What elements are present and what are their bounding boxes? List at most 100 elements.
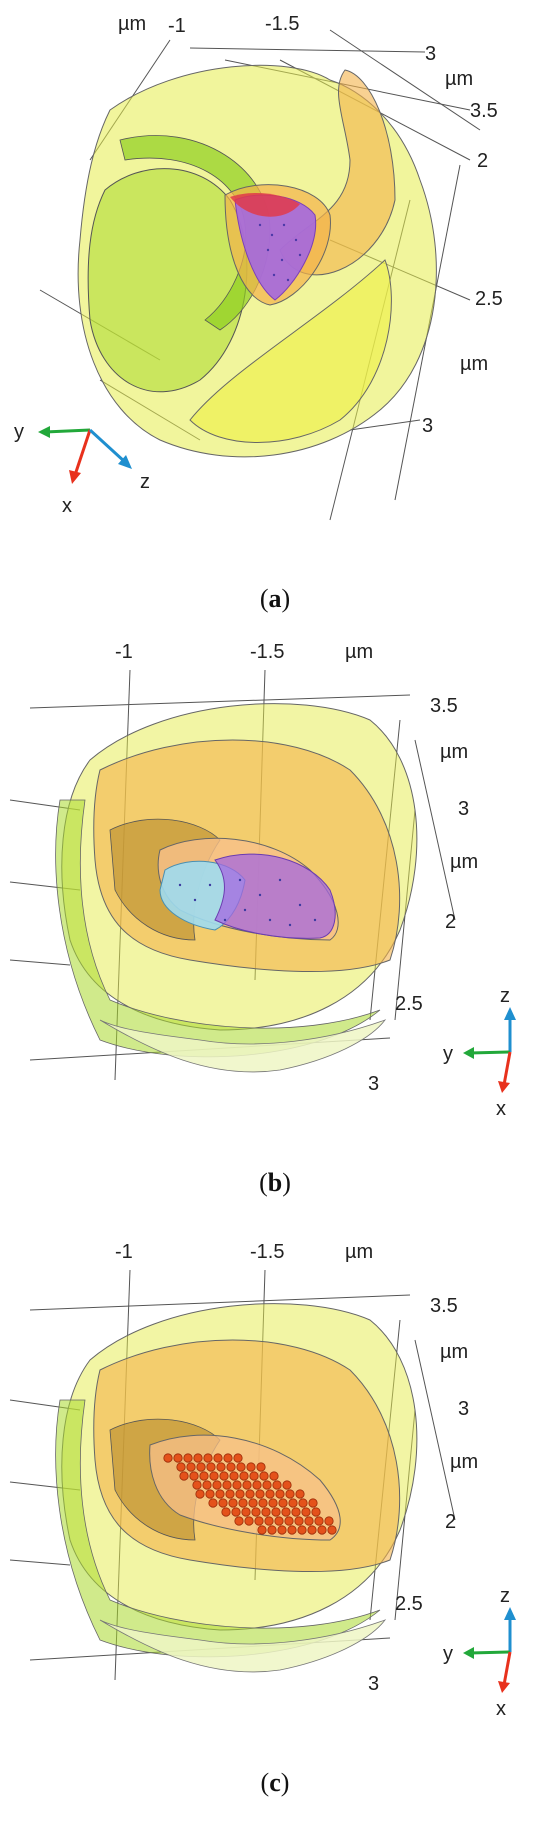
particle (186, 1462, 196, 1472)
particle (252, 1480, 262, 1490)
axis-label-z: z (500, 985, 510, 1007)
particle (265, 1489, 275, 1499)
purple-core (214, 853, 336, 939)
tick-label: -1 (168, 15, 186, 37)
axis-triad: z y x (443, 985, 516, 1120)
particle (272, 1480, 282, 1490)
tick-label: 3 (368, 1073, 379, 1095)
particle (264, 1516, 274, 1526)
particle (317, 1525, 327, 1535)
unit-label: µm (118, 13, 146, 35)
particle (314, 1516, 324, 1526)
mesh-dots (178, 878, 317, 927)
particle (294, 1516, 304, 1526)
panel-caption: (c) (260, 1768, 290, 1797)
particle (259, 1471, 269, 1481)
particle (287, 1525, 297, 1535)
unit-label: µm (440, 741, 468, 763)
particle (268, 1498, 278, 1508)
unit-label: µm (450, 851, 478, 873)
unit-label: µm (450, 1451, 478, 1473)
tick-label: 2 (445, 1511, 456, 1533)
axis-label-x: x (496, 1098, 506, 1120)
panel-c-figure: -1 -1.5 3.5 3 2 2.5 3 µm µm µm z y x (9, 1241, 516, 1720)
particle (245, 1489, 255, 1499)
panel-caption: (a) (259, 584, 291, 613)
green-lobe (87, 168, 248, 393)
tick-label: 3 (368, 1673, 379, 1695)
particle (241, 1507, 251, 1517)
particle (249, 1471, 259, 1481)
tick-label: 3.5 (470, 100, 498, 122)
tick-label: 2.5 (395, 1593, 423, 1615)
particle (267, 1525, 277, 1535)
particle (223, 1453, 233, 1463)
particle (324, 1516, 334, 1526)
yellow-tongue (189, 259, 392, 443)
particle (233, 1453, 243, 1463)
particle (308, 1498, 318, 1508)
particle (212, 1480, 222, 1490)
panel-b-figure: -1 -1.5 3.5 3 2 2.5 3 µm µm µm z y x (9, 641, 516, 1120)
particle (275, 1489, 285, 1499)
green-band (119, 135, 271, 331)
tick-label: 3.5 (430, 695, 458, 717)
particle (226, 1462, 236, 1472)
particle (304, 1516, 314, 1526)
particle (173, 1453, 183, 1463)
tick-label: 3 (422, 415, 433, 437)
particle (254, 1516, 264, 1526)
particle (202, 1480, 212, 1490)
unit-label: µm (460, 353, 488, 375)
tick-label: 2.5 (395, 993, 423, 1015)
particle (236, 1462, 246, 1472)
particle (238, 1498, 248, 1508)
particle (258, 1498, 268, 1508)
tick-label: 3 (458, 798, 469, 820)
particle (282, 1480, 292, 1490)
particle (205, 1489, 215, 1499)
particle (213, 1453, 223, 1463)
particle (179, 1471, 189, 1481)
unit-label: µm (440, 1341, 468, 1363)
particle (183, 1453, 193, 1463)
particle (234, 1516, 244, 1526)
particle (255, 1489, 265, 1499)
particle (297, 1525, 307, 1535)
axis-label-y: y (443, 1643, 453, 1665)
particle (298, 1498, 308, 1508)
particle (195, 1489, 205, 1499)
axis-label-z: z (140, 471, 150, 493)
particle (248, 1498, 258, 1508)
particle (206, 1462, 216, 1472)
green-side (55, 1399, 381, 1658)
particle (285, 1489, 295, 1499)
lower-pale-lobe (99, 1619, 387, 1673)
axis-label-y: y (14, 421, 24, 443)
particle (215, 1489, 225, 1499)
particle (256, 1462, 266, 1472)
particle (235, 1489, 245, 1499)
tick-label: 2.5 (475, 288, 503, 310)
particle (222, 1480, 232, 1490)
tick-label: -1 (115, 1241, 133, 1263)
tick-label: 3.5 (430, 1295, 458, 1317)
axis-label-x: x (496, 1698, 506, 1720)
tick-label: 2 (445, 911, 456, 933)
particle (277, 1525, 287, 1535)
particle (228, 1498, 238, 1508)
particle (246, 1462, 256, 1472)
particle (229, 1471, 239, 1481)
unit-label: µm (345, 641, 373, 663)
particle (192, 1480, 202, 1490)
particle (301, 1507, 311, 1517)
particle (251, 1507, 261, 1517)
axis-triad: y x z (14, 421, 150, 517)
red-tip (230, 192, 300, 217)
particle (278, 1498, 288, 1508)
particle (284, 1516, 294, 1526)
particle (244, 1516, 254, 1526)
particle (261, 1507, 271, 1517)
particle (232, 1480, 242, 1490)
tick-label: 3 (458, 1398, 469, 1420)
